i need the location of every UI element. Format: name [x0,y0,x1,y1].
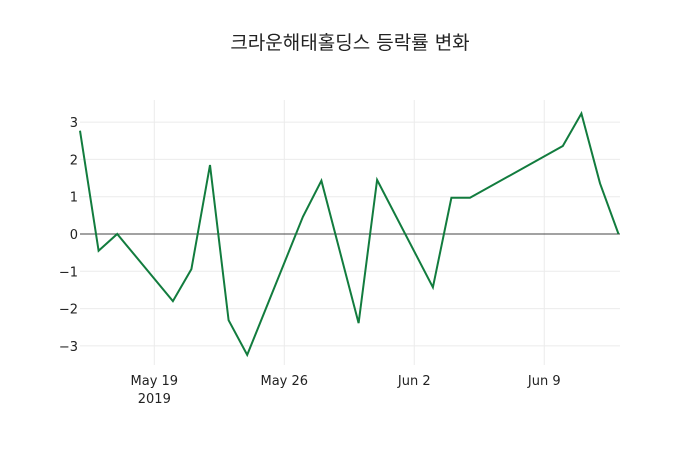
y-tick-label: −1 [59,265,78,280]
x-axis-ticks: May 19 2019 May 26 Jun 2 Jun 9 [131,374,561,407]
y-tick-label: 0 [70,228,78,243]
x-tick-label: Jun 9 [527,374,561,389]
grid-lines [80,100,620,365]
y-axis-ticks: 3 2 1 0 −1 −2 −3 [59,116,78,355]
x-tick-label: May 26 [261,374,309,389]
y-tick-label: −2 [59,303,78,318]
x-tick-label: Jun 2 [397,374,431,389]
x-tick-label: May 19 [131,374,179,389]
y-tick-label: 2 [70,153,78,168]
chart-title: 크라운해태홀딩스 등락률 변화 [230,32,470,54]
y-tick-label: 3 [70,116,78,131]
x-tick-year: 2019 [138,392,171,407]
y-tick-label: 1 [70,191,78,206]
y-tick-label: −3 [59,340,78,355]
series-line [79,110,620,358]
